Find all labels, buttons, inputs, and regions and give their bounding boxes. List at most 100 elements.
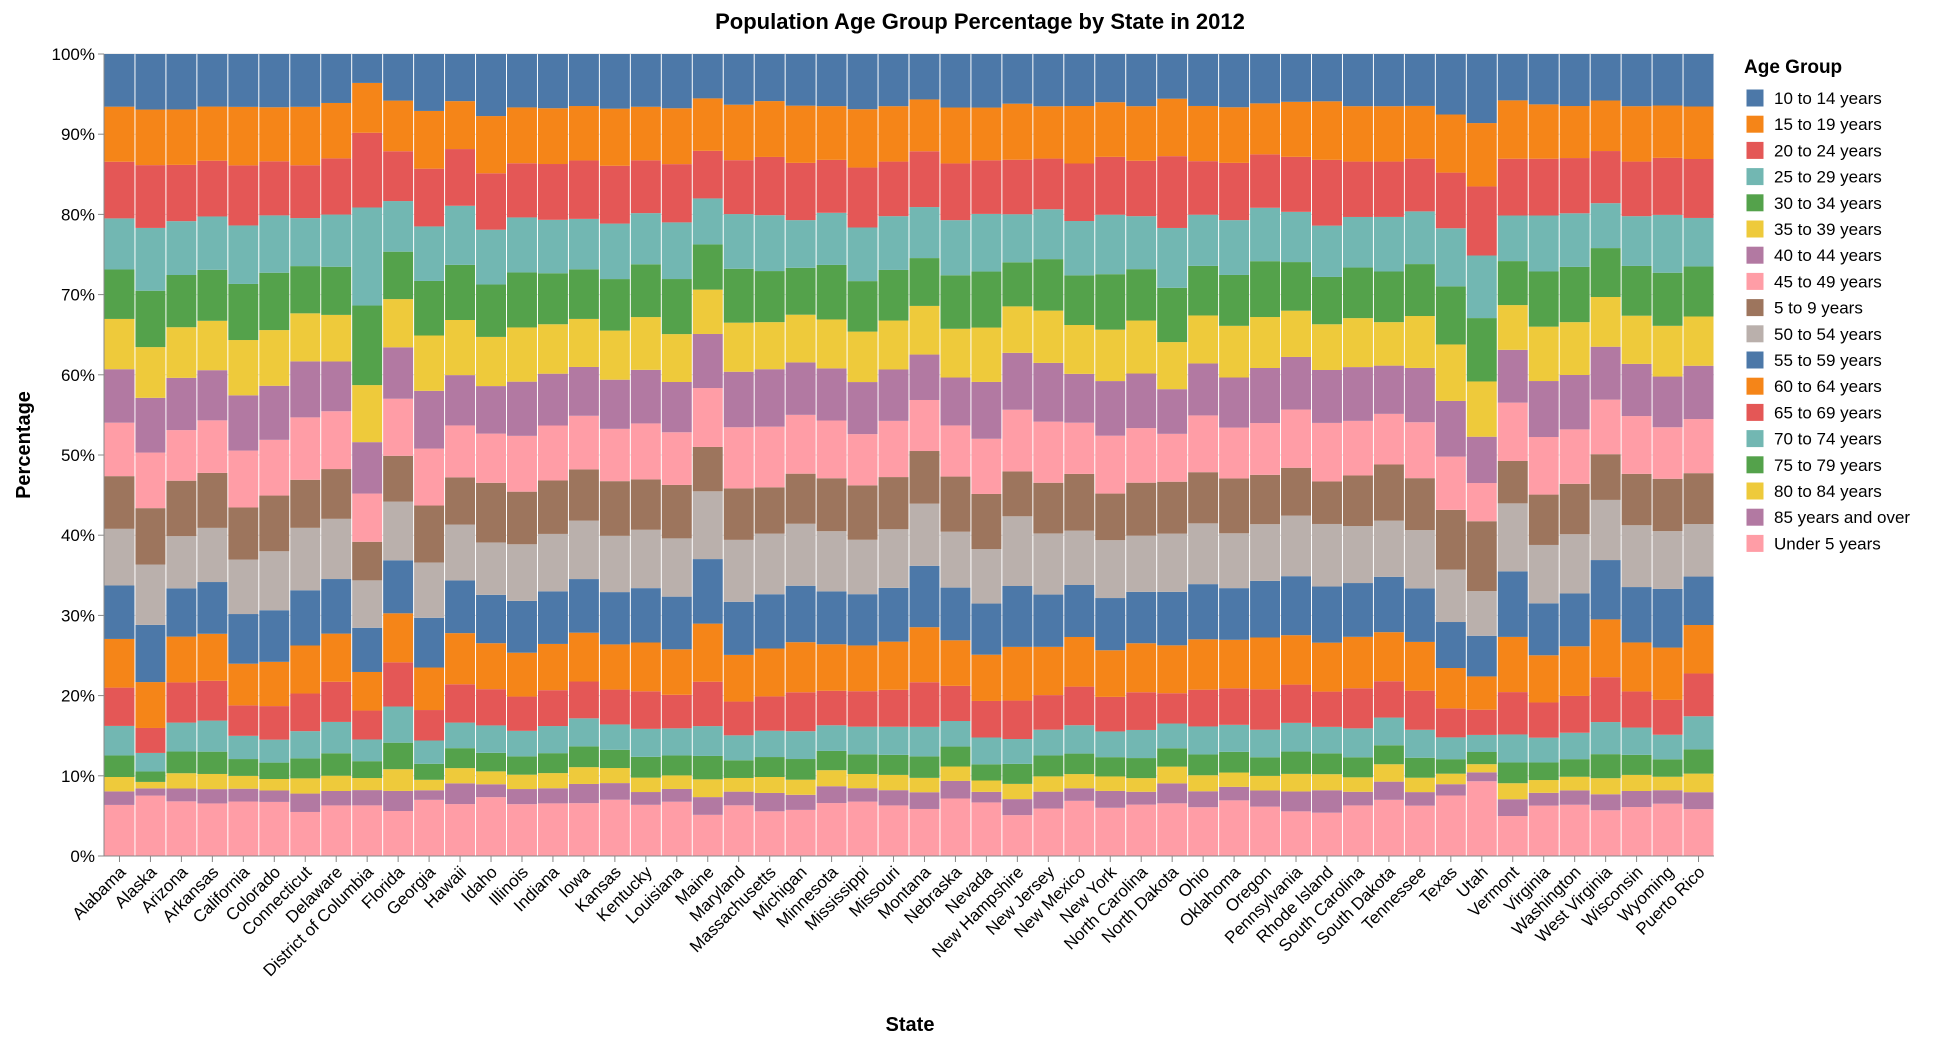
bar-segment (1250, 154, 1281, 208)
legend-item[interactable]: 50 to 54 years (1745, 324, 1882, 344)
bar-segment (476, 433, 506, 483)
bar-segment (414, 168, 445, 227)
legend-item[interactable]: 15 to 19 years (1745, 114, 1882, 134)
bar-segment (414, 562, 445, 618)
bar-segment (940, 685, 971, 722)
bar-segment (290, 693, 321, 732)
legend-item[interactable]: 20 to 24 years (1745, 140, 1882, 160)
bar-segment (1435, 456, 1466, 510)
bar-segment (383, 662, 414, 707)
legend-item[interactable]: 45 to 49 years (1745, 271, 1882, 291)
bar-segment (445, 375, 476, 426)
bar-segment (1064, 163, 1095, 222)
legend-item[interactable]: Under 5 years (1745, 533, 1881, 553)
bar-segment (352, 805, 383, 856)
bar-segment (290, 218, 321, 267)
bar-segment (383, 501, 414, 561)
legend-item[interactable]: 75 to 79 years (1745, 455, 1882, 475)
bar-segment (537, 324, 568, 374)
legend-item[interactable]: 80 to 84 years (1745, 481, 1882, 501)
bar-stack (847, 54, 878, 856)
bar-segment (476, 725, 506, 753)
legend-item[interactable]: 70 to 74 years (1745, 429, 1882, 449)
bar-segment (383, 398, 414, 456)
bar-segment (104, 318, 135, 370)
legend-item[interactable]: 85 years and over (1745, 507, 1910, 527)
legend-item[interactable]: 10 to 14 years (1745, 88, 1882, 108)
bar-stack (940, 54, 971, 856)
bar-segment (661, 279, 692, 335)
legend-item[interactable]: 55 to 59 years (1745, 350, 1882, 370)
bar-segment (1219, 325, 1250, 378)
bar-segment (135, 564, 166, 625)
y-tick-label: 80% (61, 205, 95, 224)
legend-label: 25 to 29 years (1774, 168, 1882, 187)
bar-segment (1373, 745, 1404, 765)
bar-segment (197, 54, 228, 107)
bar-segment (445, 425, 476, 478)
bar-segment (599, 768, 630, 784)
bar-segment (1219, 786, 1250, 801)
bar-segment (940, 766, 971, 781)
legend-swatch (1745, 193, 1765, 213)
bar-segment (507, 272, 537, 328)
bar-segment (1435, 759, 1466, 774)
bar-segment (847, 773, 878, 789)
bar-segment (228, 705, 259, 736)
legend-item[interactable]: 40 to 44 years (1745, 245, 1882, 265)
bar-segment (1683, 524, 1714, 577)
bar-segment (1157, 287, 1188, 343)
bar-segment (1497, 636, 1528, 693)
bar-segment (1373, 764, 1404, 782)
bar-segment (630, 728, 661, 757)
legend-item[interactable]: 60 to 64 years (1745, 376, 1882, 396)
bar-segment (1157, 723, 1188, 749)
bar-segment (135, 781, 166, 789)
bar-segment (1528, 437, 1559, 495)
bar-stack (1157, 54, 1188, 856)
legend-item[interactable]: 30 to 34 years (1745, 193, 1882, 213)
bar-segment (414, 505, 445, 563)
bar-segment (1033, 482, 1064, 534)
bar-segment (476, 229, 506, 285)
legend-item[interactable]: 65 to 69 years (1745, 402, 1882, 422)
bar-segment (1559, 213, 1590, 267)
legend-item[interactable]: 25 to 29 years (1745, 167, 1882, 187)
bar-segment (1002, 306, 1033, 353)
bar-segment (1683, 316, 1714, 366)
bar-segment (104, 776, 135, 792)
bar-segment (321, 361, 352, 412)
bar-segment (1002, 409, 1033, 472)
bar-segment (1281, 722, 1311, 752)
bar-segment (1497, 349, 1528, 403)
bar-segment (507, 217, 537, 273)
legend-item[interactable]: 35 to 39 years (1745, 219, 1882, 239)
bar-segment (290, 313, 321, 362)
bar-segment (630, 691, 661, 729)
bar-segment (1250, 368, 1281, 424)
bar-segment (445, 722, 476, 749)
bar-segment (878, 529, 909, 588)
bar-segment (692, 755, 723, 780)
bar-segment (166, 480, 197, 537)
bar-segment (383, 742, 414, 770)
bar-segment (1219, 377, 1250, 428)
bar-stack (1002, 54, 1033, 856)
legend-item[interactable]: 5 to 9 years (1745, 298, 1863, 318)
bar-segment (383, 706, 414, 743)
bar-segment (1652, 759, 1683, 777)
bar-segment (661, 484, 692, 539)
bar-segment (785, 314, 816, 363)
bar-segment (414, 667, 445, 711)
bar-segment (754, 811, 785, 856)
bar-segment (352, 710, 383, 740)
bar-segment (754, 757, 785, 777)
bar-segment (1528, 104, 1559, 159)
bar-segment (197, 633, 228, 681)
bar-segment (754, 792, 785, 812)
bar-segment (940, 163, 971, 221)
bar-segment (847, 645, 878, 692)
bar-segment (1404, 478, 1435, 531)
bar-segment (1652, 214, 1683, 273)
